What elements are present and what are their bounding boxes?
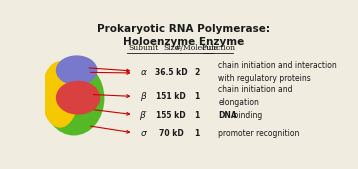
- Text: α: α: [140, 68, 146, 77]
- Ellipse shape: [57, 56, 97, 85]
- Ellipse shape: [57, 81, 100, 114]
- Text: binding: binding: [231, 111, 262, 120]
- Text: 151 kD: 151 kD: [156, 92, 186, 101]
- Text: 2: 2: [194, 68, 199, 77]
- Text: β: β: [140, 92, 146, 101]
- Text: Size: Size: [163, 44, 179, 52]
- Text: Function: Function: [201, 44, 235, 52]
- Text: Holoenzyme Enzyme: Holoenzyme Enzyme: [123, 37, 244, 46]
- Text: σ: σ: [140, 129, 146, 138]
- Text: Subunit: Subunit: [128, 44, 158, 52]
- Text: 1: 1: [194, 129, 199, 138]
- Text: β′: β′: [139, 111, 147, 120]
- Text: DNA: DNA: [218, 111, 237, 120]
- Text: 70 kD: 70 kD: [159, 129, 183, 138]
- Text: elongation: elongation: [218, 98, 259, 107]
- Text: 155 kD: 155 kD: [156, 111, 186, 120]
- Text: 36.5 kD: 36.5 kD: [155, 68, 187, 77]
- Text: chain initiation and: chain initiation and: [218, 85, 292, 94]
- Ellipse shape: [44, 62, 104, 135]
- Text: 1: 1: [194, 92, 199, 101]
- Text: chain initiation and interaction: chain initiation and interaction: [218, 61, 337, 70]
- Text: with regulatory proteins: with regulatory proteins: [218, 74, 311, 83]
- Text: 1: 1: [194, 111, 199, 120]
- Text: promoter recognition: promoter recognition: [218, 129, 300, 138]
- Text: Prokaryotic RNA Polymerase:: Prokaryotic RNA Polymerase:: [97, 23, 270, 33]
- Text: #/Molecule: #/Molecule: [175, 44, 219, 52]
- Ellipse shape: [42, 62, 78, 127]
